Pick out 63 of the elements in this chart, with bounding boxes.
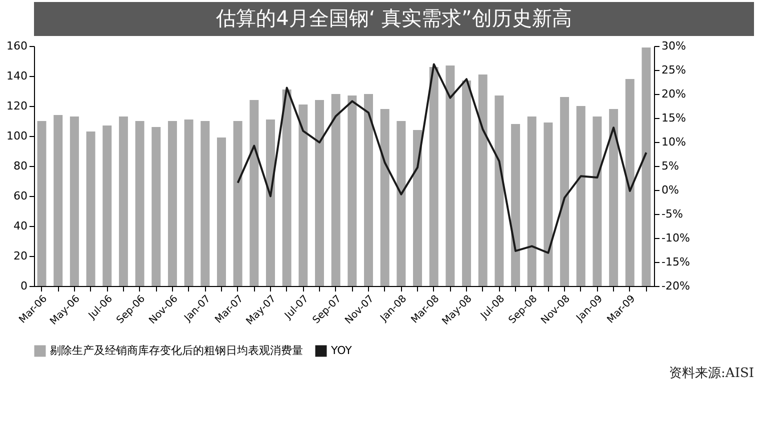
bar (315, 100, 324, 286)
y-tick-label: 80 (14, 160, 28, 172)
y-tick-label: 120 (6, 100, 28, 112)
y2-tick-label: 0% (662, 184, 679, 196)
bar (380, 109, 390, 286)
bar (560, 97, 570, 286)
bar (396, 121, 406, 286)
y2-tick-label: 20% (662, 88, 686, 100)
bar (462, 80, 472, 286)
bar (592, 116, 602, 286)
bar (478, 74, 488, 286)
y2-tick-label: 10% (662, 136, 686, 148)
bar (266, 120, 275, 286)
bar (413, 130, 422, 286)
y-tick-label: 100 (6, 130, 28, 142)
bar (70, 116, 79, 286)
y2-tick-label: -20% (662, 280, 690, 292)
bar (135, 121, 144, 286)
bar (200, 121, 210, 286)
y2-tick-label: 15% (662, 112, 686, 124)
chart-title: 估算的4月全国钢‘ 真实需求”创历史新高 (215, 6, 572, 30)
bar (37, 121, 46, 286)
bar (250, 100, 259, 286)
bar (233, 121, 242, 286)
bar (609, 109, 618, 286)
y-tick-label: 40 (14, 220, 28, 232)
y2-tick-label: 30% (662, 40, 686, 52)
bar (168, 121, 177, 286)
legend-label: 剔除生产及经销商库存变化后的粗钢日均表观消费量 (50, 344, 303, 357)
bar (331, 94, 340, 286)
bar (527, 116, 536, 286)
bar (511, 124, 520, 286)
y2-tick-label: -15% (662, 256, 690, 268)
bar (86, 132, 96, 286)
y2-tick-label: 5% (662, 160, 679, 172)
bar (216, 138, 226, 286)
bar (298, 104, 308, 286)
y-tick-label: 20 (14, 250, 28, 262)
bar (544, 122, 553, 286)
bar (184, 120, 194, 286)
y2-tick-label: -5% (662, 208, 683, 220)
y-tick-label: 60 (14, 190, 28, 202)
bar (348, 96, 357, 286)
line-series (236, 63, 648, 254)
bar (102, 126, 112, 286)
bar (429, 67, 438, 286)
bar (364, 94, 373, 286)
bar (282, 90, 292, 286)
bar (576, 106, 586, 286)
y-tick-label: 0 (20, 280, 28, 292)
bar (118, 116, 128, 286)
text: 资料来源:AISI (669, 366, 754, 381)
legend-label: YOY (330, 344, 352, 357)
bar (494, 96, 504, 286)
bar (446, 66, 455, 286)
y2-tick-label: -10% (662, 232, 690, 244)
y-tick-label: 160 (6, 40, 28, 52)
bar (152, 127, 161, 286)
bar (54, 115, 63, 286)
y-tick-label: 140 (6, 70, 28, 82)
bar (625, 79, 634, 286)
bar (642, 48, 651, 286)
y2-tick-label: 25% (662, 64, 686, 76)
